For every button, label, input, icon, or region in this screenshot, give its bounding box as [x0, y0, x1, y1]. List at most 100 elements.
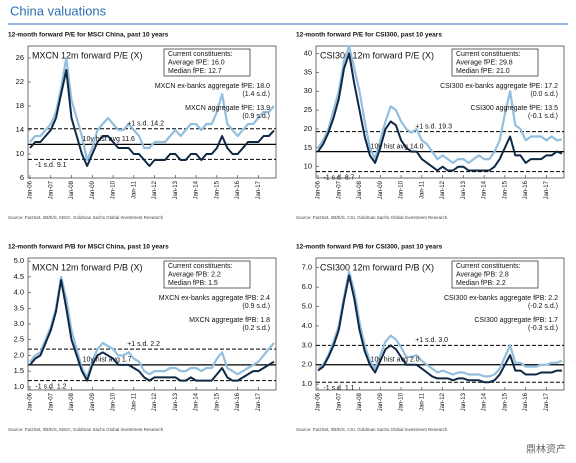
reference-label: -1 s.d. 8.7 — [323, 174, 354, 181]
annotation-box — [451, 260, 539, 289]
x-tick-label: Jan-09 — [378, 180, 384, 199]
y-tick-label: 7.0 — [302, 263, 312, 272]
x-tick-label: Jan-06 — [316, 392, 322, 411]
series-line — [29, 279, 275, 382]
reference-label: 10y hist avg 14.0 — [371, 143, 424, 150]
annotation-callout: (0.9 s.d.) — [242, 303, 270, 310]
reference-label: +1 s.d. 2.2 — [127, 341, 160, 348]
x-tick-label: Jan-08 — [357, 180, 363, 199]
chart-title: CSI300 12m forward P/B (X) — [320, 262, 434, 272]
annotation-box-line: Current constituents: — [168, 51, 233, 58]
annotation-callout: MXCN ex-banks aggregate fPE: 18.0 — [155, 83, 270, 90]
annotation-box — [163, 48, 251, 77]
x-tick-label: Jan-07 — [336, 180, 342, 199]
annotation-callout: (-0.3 s.d.) — [528, 325, 558, 332]
x-tick-label: Jan-17 — [256, 392, 262, 411]
x-tick-label: Jan-12 — [440, 180, 446, 199]
x-tick-label: Jan-16 — [523, 392, 529, 411]
annotation-callout: CSI300 ex-banks aggregate fPE: 17.2 — [440, 83, 558, 90]
y-tick-label: 40 — [304, 49, 312, 58]
x-tick-label: Jan-14 — [194, 180, 200, 199]
chart-heading: 12-month forward P/B for MSCI China, pas… — [8, 244, 169, 251]
x-tick-label: Jan-14 — [194, 392, 200, 411]
y-tick-label: 18 — [16, 101, 24, 110]
x-tick-label: Jan-07 — [336, 392, 342, 411]
y-tick-label: 6 — [20, 173, 24, 182]
annotation-callout: (-0.1 s.d.) — [528, 113, 558, 120]
series-line — [317, 274, 562, 384]
y-tick-label: 2.0 — [302, 360, 312, 369]
y-tick-label: 10 — [304, 162, 312, 171]
y-tick-label: 4.5 — [14, 272, 24, 281]
annotation-callout: (0.9 s.d.) — [242, 113, 270, 120]
annotation-box-line: Current constituents: — [456, 51, 521, 58]
annotation-callout: CSI300 aggregate fPE: 13.5 — [470, 105, 558, 112]
x-tick-label: Jan-11 — [419, 392, 425, 411]
x-tick-label: Jan-16 — [235, 180, 241, 199]
y-tick-label: 3.5 — [14, 303, 24, 312]
x-tick-label: Jan-13 — [461, 392, 467, 411]
x-tick-label: Jan-09 — [90, 180, 96, 199]
x-tick-label: Jan-06 — [316, 180, 322, 199]
series-line — [317, 44, 563, 164]
y-tick-label: 25 — [304, 105, 312, 114]
y-tick-label: 3.0 — [14, 319, 24, 328]
x-tick-label: Jan-14 — [482, 180, 488, 199]
y-tick-label: 14 — [16, 125, 24, 134]
x-tick-label: Jan-11 — [131, 392, 137, 411]
x-tick-label: Jan-12 — [440, 392, 446, 411]
annotation-callout: CSI300 ex-banks aggregate fPB: 2.2 — [444, 295, 558, 302]
reference-label: -1 s.d. 9.1 — [35, 162, 66, 169]
x-tick-label: Jan-09 — [378, 392, 384, 411]
x-tick-label: Jan-08 — [357, 392, 363, 411]
x-tick-label: Jan-06 — [28, 392, 34, 411]
chart-title: MXCN 12m forward P/B (X) — [32, 262, 143, 272]
y-tick-label: 30 — [304, 86, 312, 95]
annotation-callout: MXCN ex-banks aggregate fPB: 2.4 — [159, 295, 270, 302]
y-tick-label: 20 — [304, 124, 312, 133]
series-line — [317, 270, 563, 378]
x-tick-label: Jan-15 — [214, 180, 220, 199]
chart-heading: 12-month forward P/B for CSI300, past 10… — [296, 244, 443, 251]
annotation-box-line: Average fPE: 16.0 — [168, 59, 225, 66]
y-tick-label: 10 — [16, 149, 24, 158]
x-tick-label: Jan-15 — [502, 392, 508, 411]
annotation-callout: (1.4 s.d.) — [242, 91, 270, 98]
chart-heading: 12-month forward P/E for MSCI China, pas… — [8, 32, 169, 39]
annotation-callout: (0.2 s.d.) — [242, 325, 270, 332]
y-tick-label: 4.0 — [302, 321, 312, 330]
plot-frame — [315, 45, 565, 179]
reference-label: +1 s.d. 19.3 — [415, 123, 452, 130]
x-tick-label: Jan-07 — [48, 392, 54, 411]
annotation-box-line: Median fPB: 1.5 — [168, 280, 218, 287]
y-tick-label: 15 — [304, 143, 312, 152]
x-tick-label: Jan-08 — [69, 392, 75, 411]
series-line — [29, 56, 275, 162]
x-tick-label: Jan-13 — [461, 180, 467, 199]
reference-label: -1 s.d. 1.2 — [35, 383, 66, 390]
watermark: 鼎林资产 — [526, 443, 566, 456]
annotation-box-line: Average fPB: 2.8 — [456, 271, 509, 278]
reference-label: 10y hist avg 1.7 — [83, 357, 132, 364]
x-tick-label: Jan-13 — [173, 392, 179, 411]
annotation-box-line: Median fPB: 2.2 — [456, 280, 506, 287]
y-tick-label: 1.5 — [14, 366, 24, 375]
series-line — [29, 69, 275, 167]
x-tick-label: Jan-13 — [173, 180, 179, 199]
annotation-box-line: Median fPE: 21.0 — [456, 68, 510, 75]
x-tick-label: Jan-11 — [419, 180, 425, 199]
x-tick-label: Jan-08 — [69, 180, 75, 199]
chart-source: Source: FactSet, I/B/E/S, CSI, Goldman S… — [296, 215, 448, 220]
chart-source: Source: FactSet, I/B/E/S, CSI, Goldman S… — [296, 427, 448, 432]
annotation-callout: (-0.2 s.d.) — [528, 303, 558, 310]
page-title: China valuations — [10, 3, 107, 18]
annotation-callout: MXCN aggregate fPE: 13.9 — [185, 105, 270, 112]
reference-label: +1 s.d. 3.0 — [415, 337, 448, 344]
y-tick-label: 3.0 — [302, 340, 312, 349]
x-tick-label: Jan-16 — [235, 392, 241, 411]
annotation-box-line: Current constituents: — [168, 263, 233, 270]
x-tick-label: Jan-10 — [111, 392, 117, 411]
y-tick-label: 2.5 — [14, 335, 24, 344]
series-line — [317, 52, 563, 172]
